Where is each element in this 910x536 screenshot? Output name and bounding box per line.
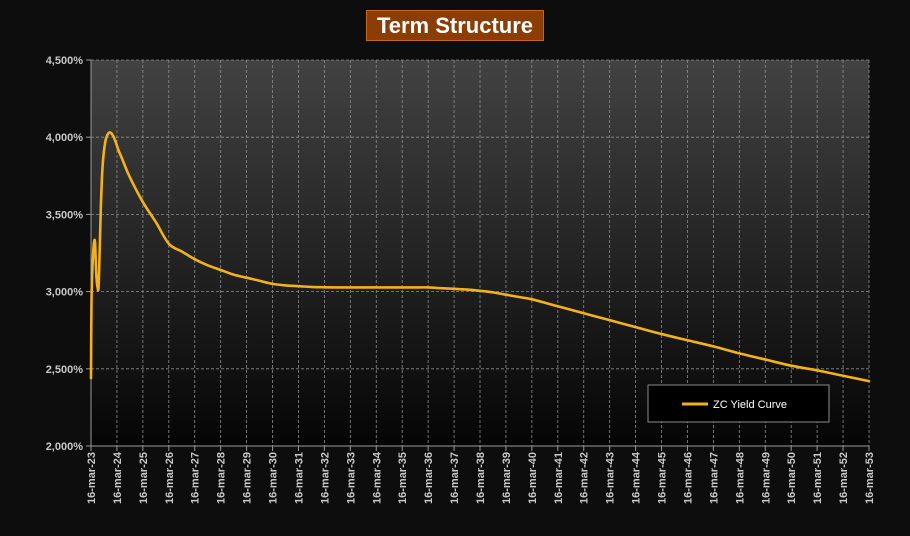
x-tick-label: 16-mar-46 <box>682 452 694 504</box>
x-tick-label: 16-mar-35 <box>397 452 409 504</box>
y-tick-label: 2,000% <box>46 441 84 453</box>
y-tick-label: 2,500% <box>46 364 84 376</box>
x-tick-label: 16-mar-40 <box>527 452 539 504</box>
x-tick-label: 16-mar-36 <box>423 452 435 504</box>
x-tick-label: 16-mar-48 <box>734 452 746 504</box>
x-tick-label: 16-mar-51 <box>812 452 824 504</box>
x-tick-label: 16-mar-52 <box>838 452 850 504</box>
y-tick-label: 4,500% <box>46 55 84 67</box>
x-tick-label: 16-mar-31 <box>293 452 305 504</box>
series-line-zc-yield-curve <box>89 131 871 383</box>
x-tick-label: 16-mar-23 <box>86 452 98 504</box>
x-tick-label: 16-mar-45 <box>657 452 669 504</box>
x-tick-label: 16-mar-43 <box>605 452 617 504</box>
x-tick-label: 16-mar-37 <box>449 452 461 504</box>
x-tick-label: 16-mar-25 <box>138 452 150 504</box>
x-tick-label: 16-mar-53 <box>864 452 876 504</box>
legend: ZC Yield Curve <box>647 384 830 423</box>
x-tick-label: 16-mar-28 <box>216 452 228 504</box>
y-tick-label: 4,000% <box>46 132 84 144</box>
x-tick-label: 16-mar-44 <box>631 451 643 504</box>
x-tick-label: 16-mar-38 <box>475 452 487 504</box>
x-tick-label: 16-mar-30 <box>268 452 280 504</box>
axes: 2,000% 2,500% 3,000% 3,500% 4,000% 4,500% 16-m… <box>46 55 876 504</box>
x-tick-label: 16-mar-33 <box>345 452 357 504</box>
x-tick-label: 16-mar-42 <box>579 452 591 504</box>
x-tick-label: 16-mar-24 <box>112 451 124 504</box>
y-tick-label: 3,500% <box>46 209 84 221</box>
x-tick-label: 16-mar-49 <box>760 452 772 504</box>
x-tick-label: 16-mar-41 <box>553 452 565 504</box>
series-layer <box>89 131 871 383</box>
x-tick-label: 16-mar-27 <box>190 452 202 504</box>
x-tick-label: 16-mar-50 <box>786 452 798 504</box>
legend-box <box>647 384 830 423</box>
x-tick-label: 16-mar-34 <box>371 451 383 504</box>
x-tick-label: 16-mar-32 <box>319 452 331 504</box>
x-tick-label: 16-mar-47 <box>708 452 720 504</box>
x-tick-label: 16-mar-29 <box>242 452 254 504</box>
y-tick-label: 3,000% <box>46 287 84 299</box>
legend-label: ZC Yield Curve <box>713 399 787 411</box>
x-tick-label: 16-mar-39 <box>501 452 513 504</box>
x-tick-label: 16-mar-26 <box>164 452 176 504</box>
chart-title: Term Structure <box>366 10 544 41</box>
